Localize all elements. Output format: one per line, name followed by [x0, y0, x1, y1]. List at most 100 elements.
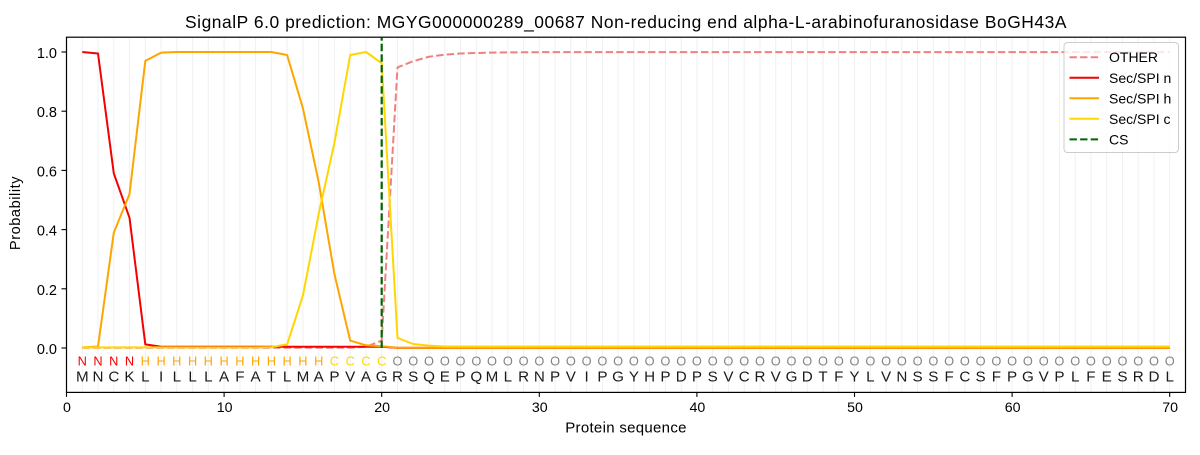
- svg-text:R: R: [755, 369, 766, 386]
- svg-text:SignalP 6.0 prediction: MGYG00: SignalP 6.0 prediction: MGYG000000289_00…: [185, 12, 1067, 32]
- svg-text:CS: CS: [1109, 131, 1128, 147]
- svg-text:0.2: 0.2: [37, 283, 57, 299]
- svg-text:O: O: [408, 354, 418, 369]
- svg-text:C: C: [361, 354, 370, 369]
- svg-text:I: I: [584, 369, 588, 386]
- svg-text:1.0: 1.0: [37, 46, 57, 62]
- svg-text:L: L: [1165, 369, 1173, 386]
- svg-text:O: O: [834, 354, 844, 369]
- svg-text:H: H: [188, 354, 197, 369]
- svg-text:C: C: [346, 354, 355, 369]
- svg-text:L: L: [188, 369, 196, 386]
- svg-text:Sec/SPI h: Sec/SPI h: [1109, 90, 1171, 106]
- svg-text:O: O: [1149, 354, 1159, 369]
- svg-text:E: E: [440, 369, 450, 386]
- svg-text:O: O: [676, 354, 686, 369]
- svg-text:O: O: [976, 354, 986, 369]
- svg-text:O: O: [645, 354, 655, 369]
- svg-text:S: S: [913, 369, 923, 386]
- svg-text:H: H: [314, 354, 323, 369]
- svg-text:O: O: [897, 354, 907, 369]
- svg-text:O: O: [692, 354, 702, 369]
- svg-text:P: P: [550, 369, 560, 386]
- svg-text:0.6: 0.6: [37, 164, 57, 180]
- svg-text:O: O: [582, 354, 592, 369]
- svg-text:70: 70: [1162, 400, 1178, 416]
- svg-text:O: O: [787, 354, 797, 369]
- svg-text:P: P: [1054, 369, 1064, 386]
- svg-text:0.4: 0.4: [37, 224, 57, 240]
- svg-text:40: 40: [690, 400, 706, 416]
- svg-text:O: O: [881, 354, 891, 369]
- svg-text:Sec/SPI c: Sec/SPI c: [1109, 111, 1170, 127]
- svg-text:A: A: [361, 369, 372, 386]
- svg-text:C: C: [377, 354, 386, 369]
- svg-text:P: P: [1007, 369, 1017, 386]
- svg-text:H: H: [172, 354, 181, 369]
- svg-text:O: O: [755, 354, 765, 369]
- svg-text:N: N: [78, 354, 87, 369]
- svg-text:O: O: [519, 354, 529, 369]
- svg-text:G: G: [1022, 369, 1034, 386]
- svg-text:H: H: [267, 354, 276, 369]
- svg-text:O: O: [393, 354, 403, 369]
- svg-text:L: L: [866, 369, 874, 386]
- svg-text:F: F: [944, 369, 953, 386]
- svg-text:G: G: [612, 369, 624, 386]
- svg-text:M: M: [297, 369, 310, 386]
- svg-text:A: A: [251, 369, 262, 386]
- svg-text:O: O: [944, 354, 954, 369]
- svg-text:V: V: [345, 369, 356, 386]
- svg-text:C: C: [108, 369, 119, 386]
- svg-text:M: M: [76, 369, 89, 386]
- svg-text:O: O: [708, 354, 718, 369]
- svg-text:O: O: [1023, 354, 1033, 369]
- svg-text:O: O: [1133, 354, 1143, 369]
- svg-text:O: O: [487, 354, 497, 369]
- svg-text:H: H: [644, 369, 655, 386]
- svg-text:O: O: [566, 354, 576, 369]
- svg-text:H: H: [156, 354, 165, 369]
- svg-text:O: O: [913, 354, 923, 369]
- svg-text:P: P: [597, 369, 607, 386]
- svg-text:0: 0: [63, 400, 71, 416]
- svg-text:50: 50: [847, 400, 863, 416]
- svg-text:K: K: [124, 369, 134, 386]
- svg-text:O: O: [550, 354, 560, 369]
- svg-text:Q: Q: [470, 369, 482, 386]
- svg-text:O: O: [597, 354, 607, 369]
- svg-text:H: H: [298, 354, 307, 369]
- svg-text:P: P: [455, 369, 465, 386]
- svg-text:V: V: [723, 369, 734, 386]
- svg-text:O: O: [660, 354, 670, 369]
- svg-text:G: G: [376, 369, 388, 386]
- svg-text:20: 20: [374, 400, 390, 416]
- svg-text:O: O: [1165, 354, 1175, 369]
- svg-text:V: V: [1039, 369, 1050, 386]
- svg-text:Q: Q: [423, 369, 435, 386]
- svg-text:Protein sequence: Protein sequence: [565, 420, 687, 437]
- svg-text:H: H: [141, 354, 150, 369]
- svg-text:O: O: [1118, 354, 1128, 369]
- svg-text:V: V: [881, 369, 892, 386]
- svg-text:Y: Y: [849, 369, 859, 386]
- svg-text:10: 10: [217, 400, 233, 416]
- svg-text:L: L: [283, 369, 291, 386]
- svg-text:O: O: [613, 354, 623, 369]
- svg-text:O: O: [1054, 354, 1064, 369]
- svg-text:O: O: [739, 354, 749, 369]
- svg-text:S: S: [1117, 369, 1127, 386]
- svg-text:L: L: [141, 369, 149, 386]
- svg-text:O: O: [424, 354, 434, 369]
- svg-text:L: L: [1071, 369, 1079, 386]
- svg-text:O: O: [629, 354, 639, 369]
- svg-text:R: R: [1133, 369, 1144, 386]
- svg-text:O: O: [503, 354, 513, 369]
- svg-text:L: L: [204, 369, 212, 386]
- svg-text:O: O: [818, 354, 828, 369]
- svg-text:V: V: [771, 369, 782, 386]
- svg-text:F: F: [992, 369, 1001, 386]
- svg-text:F: F: [1086, 369, 1095, 386]
- svg-text:O: O: [771, 354, 781, 369]
- svg-text:0.0: 0.0: [37, 342, 57, 358]
